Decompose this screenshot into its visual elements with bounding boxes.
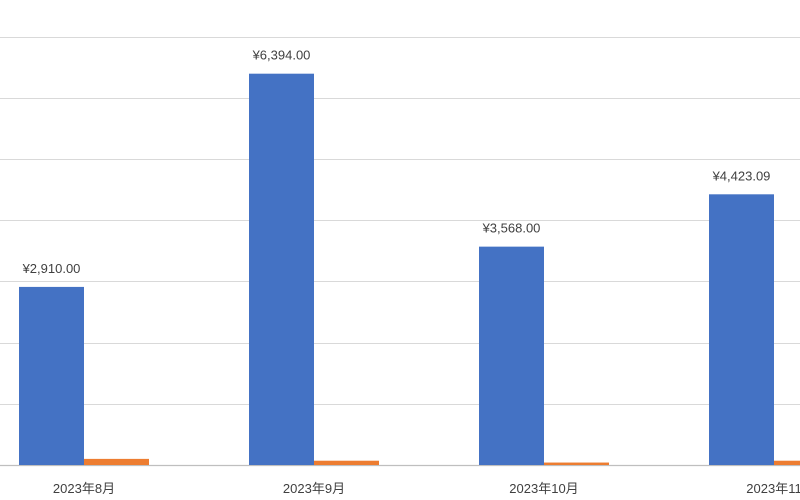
- data-label-3: ¥4,423.09: [712, 168, 771, 183]
- data-label-2: ¥3,568.00: [482, 221, 541, 236]
- x-tick-label-3: 2023年11: [746, 481, 800, 496]
- bar-series-2-1: [314, 460, 379, 465]
- x-tick-label-1: 2023年9月: [283, 481, 345, 496]
- bar-series-1-1: [249, 73, 314, 466]
- bar-series-1-2: [479, 246, 544, 465]
- x-tick-label-0: 2023年8月: [53, 481, 115, 496]
- bar-series-2-2: [544, 462, 609, 465]
- gridlines: [0, 37, 800, 467]
- data-label-1: ¥6,394.00: [252, 48, 311, 63]
- bar-series-1-3: [709, 194, 774, 465]
- data-labels: ¥2,910.00 ¥6,394.00 ¥3,568.00 ¥4,423.09: [22, 48, 771, 276]
- x-tick-label-2: 2023年10月: [509, 481, 578, 496]
- bar-series-2-0: [84, 458, 149, 465]
- bar-series-1-0: [19, 286, 84, 465]
- x-axis: 2023年8月 2023年9月 2023年10月 2023年11: [53, 481, 800, 496]
- bars: [19, 73, 800, 466]
- data-label-0: ¥2,910.00: [22, 261, 81, 276]
- bar-series-2-3: [774, 460, 800, 465]
